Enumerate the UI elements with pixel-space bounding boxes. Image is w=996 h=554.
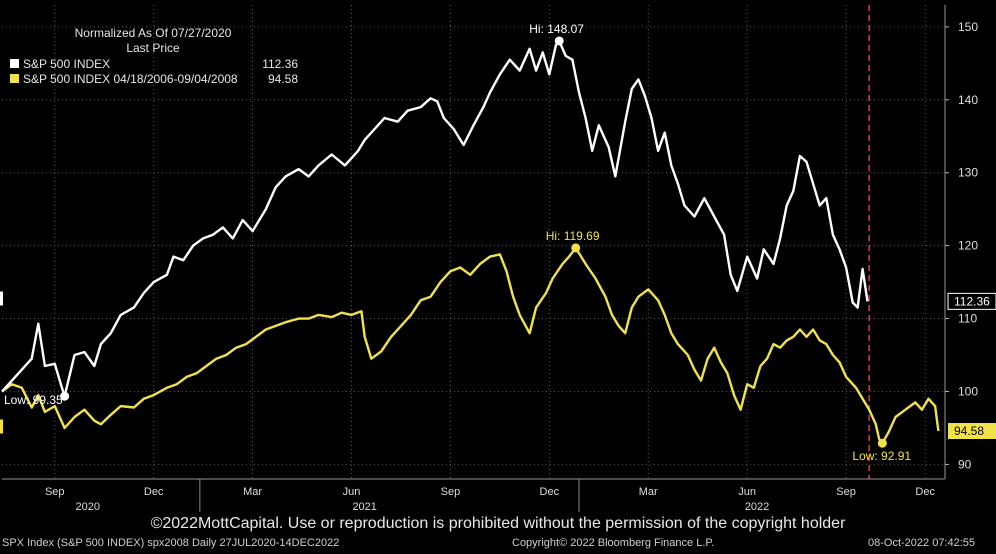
footer-security-info: SPX Index (S&P 500 INDEX) spx2008 Daily … [2,537,340,549]
chart-annotations: Hi: 119.69 Low: 92.91 94.58 Hi: 148.07 Low: … [0,22,996,463]
last-value-label: 112.36 [954,294,990,308]
chart-axes: 90 100 110 120 130 140 150 Sep Dec Mar Jun Sep Dec Ma… [2,5,978,513]
legend-swatch-white [10,59,19,68]
series-line-0 [1,39,869,398]
left-edge-marker [0,419,3,434]
last-value-tag [948,423,996,440]
legend-item-sp500-2008: S&P 500 INDEX 04/18/2006-09/04/2008 94.5… [8,71,298,86]
series-low-marker [877,438,887,448]
year-label: 2021 [352,501,376,513]
legend-header-normalized: Normalized As Of 07/27/2020 [74,26,232,40]
x-tick-label: Dec [144,486,164,498]
y-tick-label: 140 [958,93,978,107]
left-edge-marker [0,291,3,306]
legend-item-label: S&P 500 INDEX 04/18/2006-09/04/2008 [23,71,238,86]
x-tick-label: Sep [836,486,856,498]
x-tick-label: Jun [738,486,756,498]
legend-swatch-yellow [10,74,19,83]
legend-item-sp500: S&P 500 INDEX 112.36 [8,56,298,71]
legend-item-value: 112.36 [262,56,298,71]
chart-series-layer [1,39,940,445]
y-tick-label: 110 [958,312,977,326]
legend-item-value: 94.58 [267,71,298,86]
footer-copyright: Copyright© 2022 Bloomberg Finance L.P. [512,537,715,549]
copyright-notice: ©2022MottCapital. Use or reproduction is… [150,515,846,532]
series-low-label: Low: 92.91 [852,449,911,463]
x-tick-label: Sep [441,486,461,498]
series-high-marker [554,36,564,46]
x-tick-label: Jun [343,486,361,498]
y-tick-label: 90 [958,457,972,471]
x-tick-label: Sep [45,486,65,498]
y-tick-label: 120 [958,239,978,253]
last-value-label: 94.58 [954,424,984,438]
chart-legend: Normalized As Of 07/27/2020 Last Price S… [8,26,298,86]
series-high-label: Hi: 119.69 [546,229,600,243]
series-low-label: Low: 99.35 [4,393,63,407]
x-tick-label: Mar [243,486,262,498]
x-tick-label: Dec [540,486,560,498]
series-low-marker [60,391,70,401]
last-value-tag [947,292,996,310]
legend-item-label: S&P 500 INDEX [23,56,111,71]
x-tick-label: Mar [639,486,658,498]
legend-header-last-price: Last Price [126,41,180,55]
series-high-label: Hi: 148.07 [529,22,584,36]
y-tick-label: 130 [958,166,978,180]
x-tick-label: Dec [915,486,935,498]
year-label: 2022 [745,501,769,513]
year-label: 2020 [75,501,99,513]
y-tick-label: 100 [958,384,978,398]
footer-timestamp: 08-Oct-2022 07:42:55 [868,537,976,549]
series-high-marker [571,243,581,253]
series-line-1 [1,246,940,445]
chart-grid [2,5,945,479]
y-tick-label: 150 [958,20,978,34]
